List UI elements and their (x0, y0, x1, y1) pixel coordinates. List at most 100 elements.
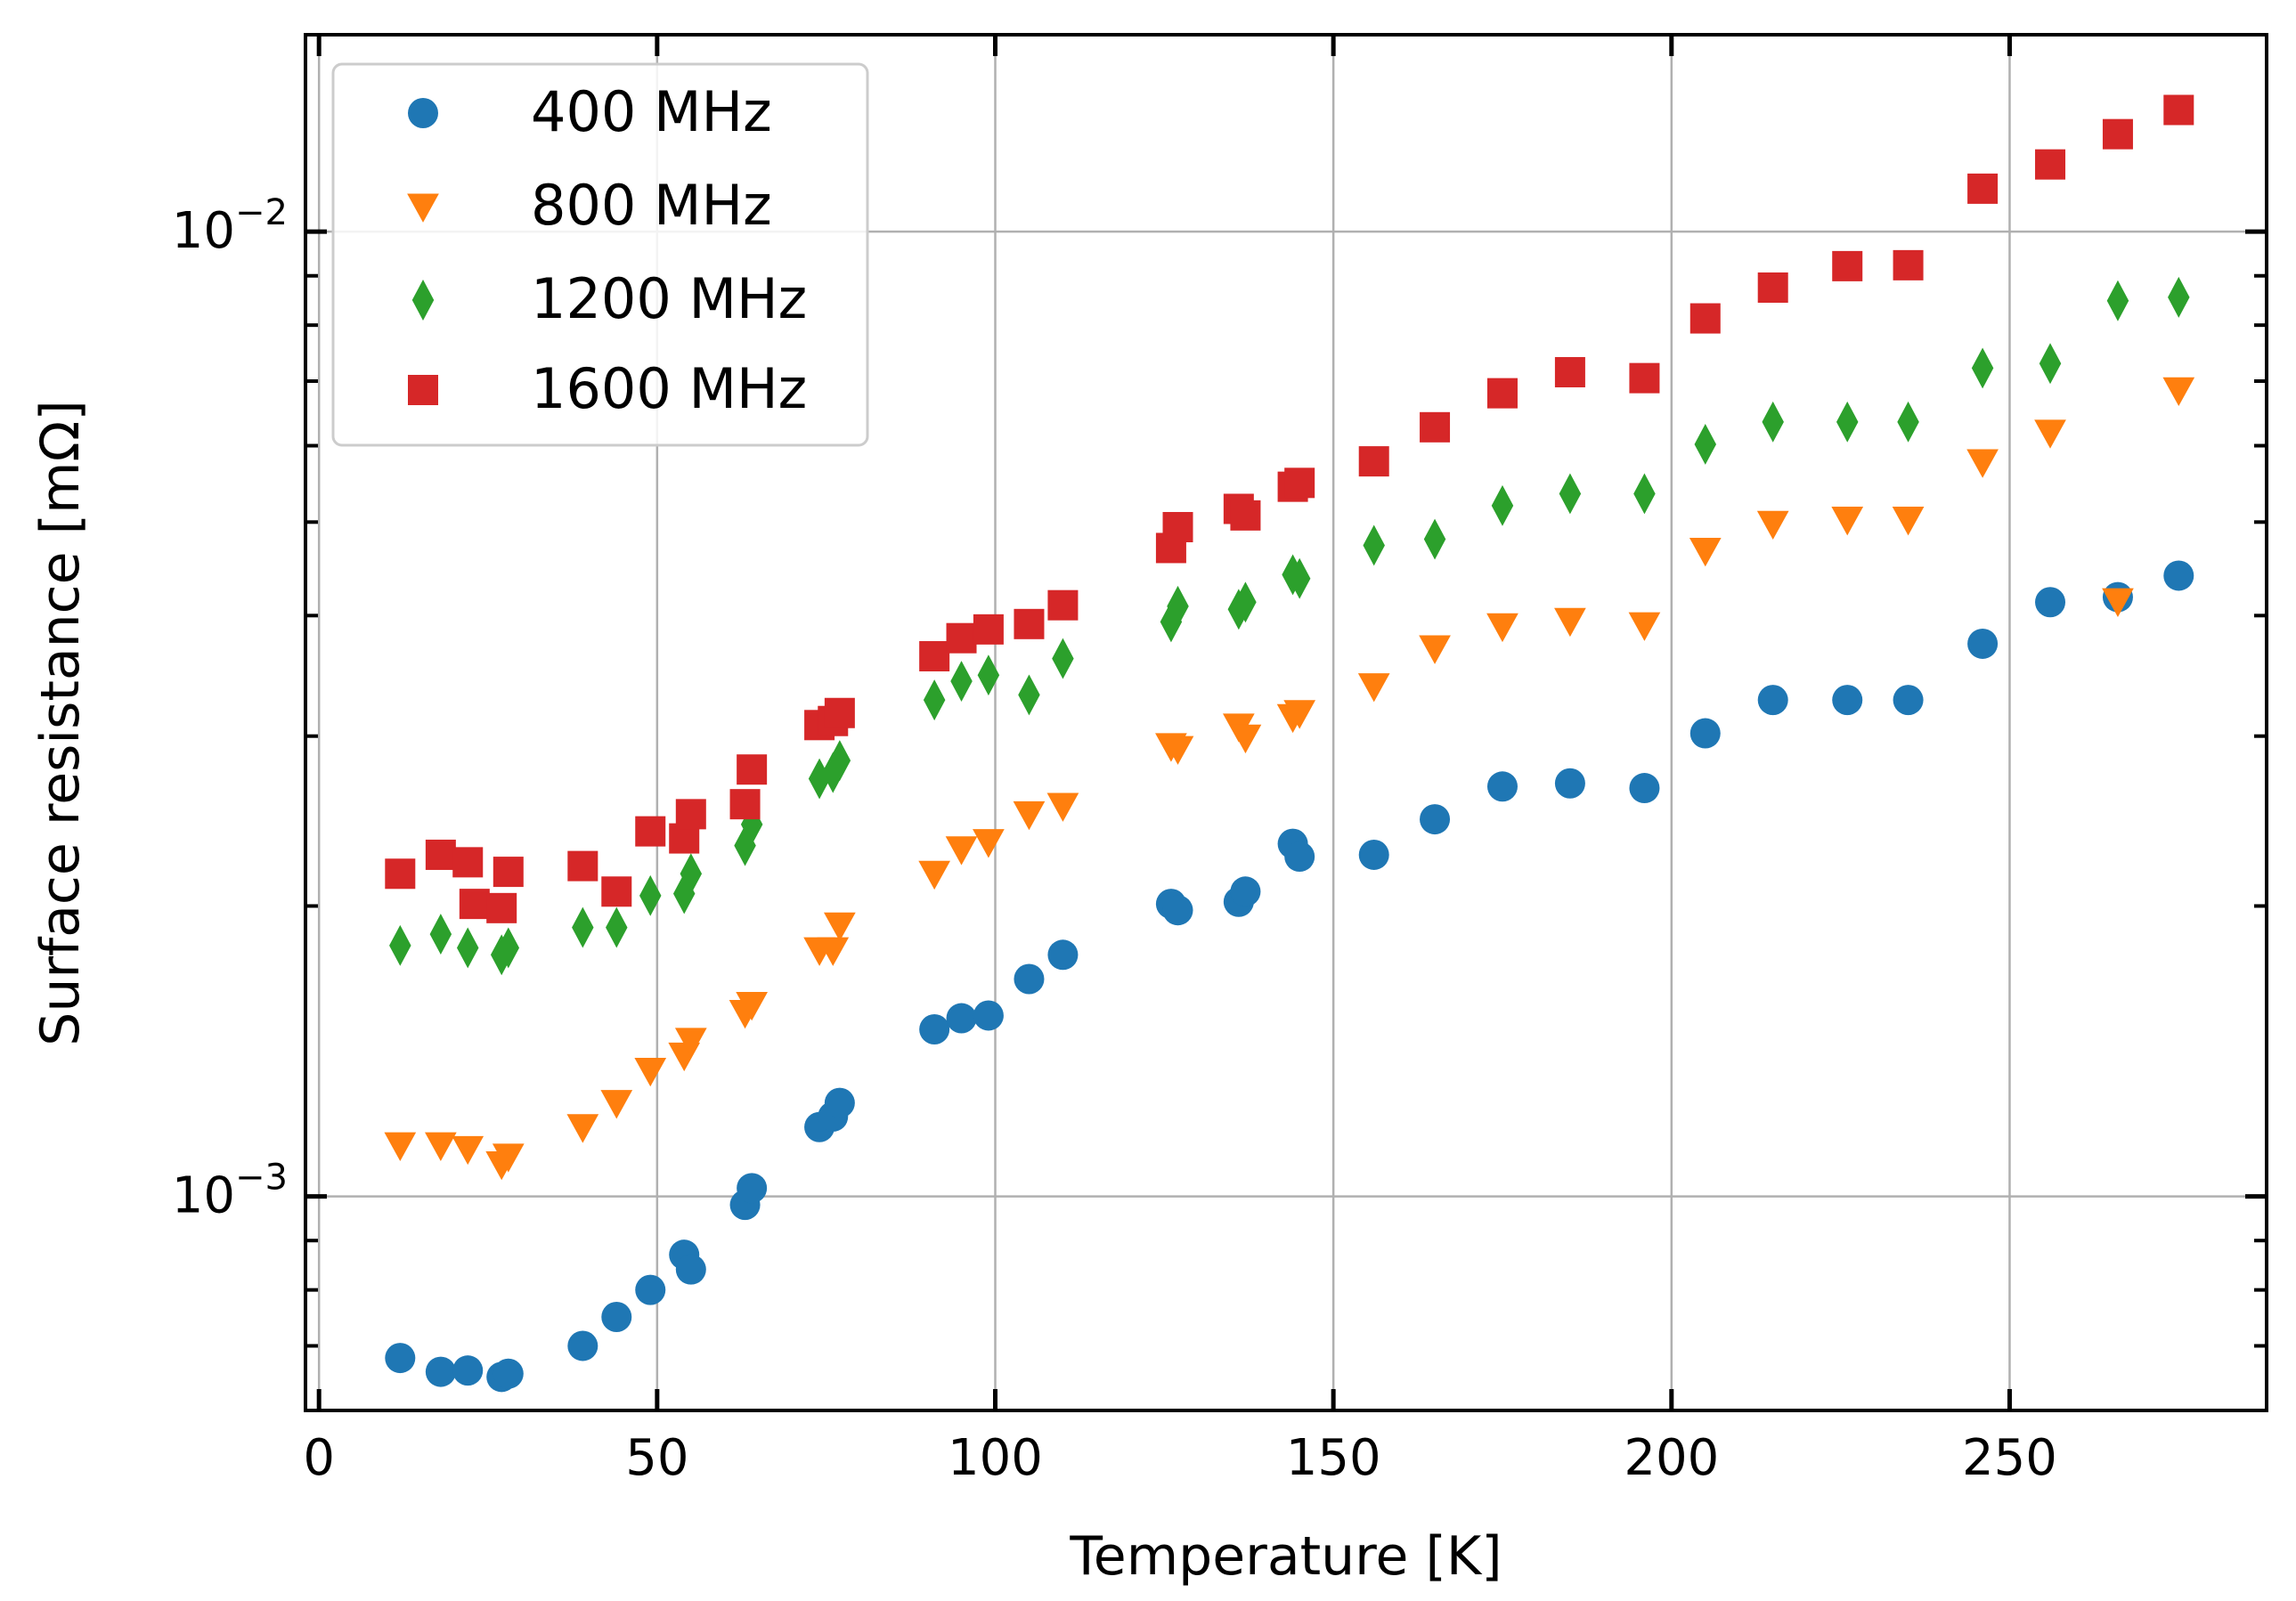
data-point (635, 816, 666, 847)
data-point (973, 614, 1004, 645)
data-point (486, 892, 517, 923)
data-point (817, 937, 850, 966)
y-axis-label: Surface resistance [mΩ] (29, 400, 92, 1046)
data-point (1357, 673, 1390, 703)
data-point (1762, 401, 1784, 443)
x-tick-label: 200 (1624, 1429, 1719, 1487)
x-axis-label: Temperature [K] (1069, 1525, 1502, 1588)
data-point (2162, 377, 2195, 407)
x-tick-label: 250 (1962, 1429, 2057, 1487)
data-point (1832, 250, 1863, 281)
data-point (606, 906, 628, 948)
data-point (1047, 939, 1079, 971)
data-point (2168, 276, 2190, 318)
data-point (1486, 613, 1518, 643)
data-point (737, 754, 768, 785)
data-point (635, 1274, 666, 1305)
data-point (600, 1090, 633, 1119)
data-point (1161, 735, 1194, 765)
data-point (729, 789, 761, 820)
data-point (452, 1355, 484, 1386)
data-point (824, 1087, 855, 1118)
data-point (425, 1356, 456, 1387)
data-point (1052, 638, 1074, 679)
data-point (1014, 608, 1045, 639)
data-series (384, 94, 2195, 1393)
data-point (492, 1143, 525, 1173)
data-point (425, 839, 456, 870)
data-point (1230, 876, 1261, 907)
data-point (919, 1013, 950, 1044)
data-point (1897, 401, 1919, 443)
data-point (1284, 841, 1315, 873)
data-point (1284, 467, 1315, 499)
series-400-mhz (385, 560, 2194, 1393)
data-point (824, 697, 855, 728)
legend-label-800mhz: 800 MHz (531, 173, 772, 238)
data-point (919, 640, 950, 671)
legend-box (331, 62, 869, 447)
data-point (1162, 895, 1193, 926)
legend-marker-1200-mhz (411, 280, 435, 321)
tick-labels: 0 50 100 150 200 250 10−3 10−2 (172, 192, 2057, 1487)
data-point (1967, 173, 1999, 204)
x-tick-label: 150 (1286, 1429, 1381, 1487)
data-point (1893, 249, 1924, 280)
data-point (1046, 792, 1079, 822)
data-point (1014, 963, 1045, 995)
data-point (1018, 674, 1040, 716)
data-point (601, 1302, 632, 1333)
data-point (389, 924, 411, 966)
data-point (1420, 411, 1451, 443)
data-point (2102, 118, 2133, 150)
data-point (1288, 557, 1311, 599)
data-point (1423, 518, 1446, 560)
series-1200-mhz (389, 276, 2190, 976)
data-point (740, 803, 763, 845)
data-point (1167, 585, 1189, 627)
series-1600-mhz (385, 94, 2194, 923)
series-800-mhz (384, 377, 2195, 1181)
data-point (1832, 685, 1863, 716)
data-point (459, 889, 490, 920)
data-point (1419, 635, 1451, 664)
data-point (946, 622, 977, 654)
data-point (601, 876, 632, 907)
data-point (1283, 700, 1316, 729)
data-point (1554, 607, 1586, 638)
data-point (425, 1132, 457, 1161)
data-point (2039, 343, 2062, 385)
data-point (1554, 357, 1585, 388)
data-point (1629, 773, 1660, 804)
data-point (1757, 272, 1788, 303)
data-point (1486, 771, 1518, 802)
data-point (945, 836, 978, 866)
data-point (1628, 612, 1661, 641)
data-point (2102, 588, 2134, 617)
data-point (497, 927, 520, 969)
legend-marker-1600-mhz (408, 375, 438, 405)
x-tick-label: 0 (303, 1429, 335, 1487)
data-point (1047, 589, 1079, 621)
data-point (385, 1343, 416, 1374)
data-point (1420, 804, 1451, 835)
data-point (1486, 378, 1518, 409)
legend-label-1200mhz: 1200 MHz (531, 266, 807, 331)
data-point (674, 1028, 707, 1057)
data-point (977, 654, 1000, 696)
data-point (429, 914, 452, 955)
data-point (2106, 280, 2129, 321)
legend-marker-800-mhz (407, 193, 439, 223)
data-point (493, 1358, 524, 1389)
data-point (736, 991, 768, 1021)
data-point (1967, 628, 1999, 659)
x-tick-label: 100 (948, 1429, 1043, 1487)
data-point (675, 799, 706, 830)
axis-ticks (305, 35, 2267, 1412)
data-point (822, 752, 844, 793)
data-point (1559, 473, 1582, 515)
data-point (1966, 449, 1999, 478)
data-point (385, 858, 416, 890)
data-point (923, 679, 946, 721)
data-point (1893, 685, 1924, 716)
